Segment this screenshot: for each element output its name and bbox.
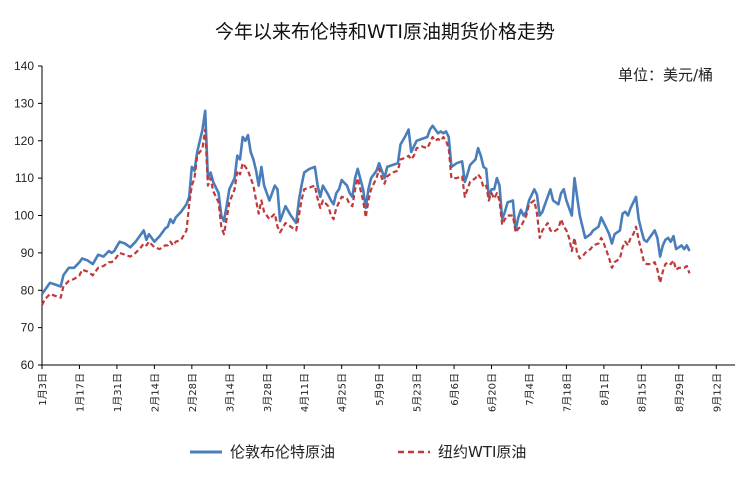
axes	[41, 66, 735, 366]
x-tick-label: 5月23日	[412, 373, 424, 412]
y-tick-label: 100	[14, 209, 34, 223]
legend: 伦敦布伦特原油 纽约WTI原油	[190, 443, 526, 461]
series-line-wti	[41, 128, 691, 306]
unit-label: 单位：美元/桶	[618, 66, 713, 84]
y-tick-label: 60	[21, 358, 35, 372]
x-tick-label: 6月6日	[449, 373, 461, 406]
series-lines	[40, 109, 691, 306]
y-tick-label: 130	[14, 96, 34, 110]
x-tick-label: 8月15日	[636, 373, 648, 412]
y-tick-label: 110	[15, 171, 34, 185]
y-tick-label: 90	[21, 246, 35, 260]
chart-title: 今年以来布伦特和WTI原油期货价格走势	[215, 21, 555, 43]
x-tick-label: 4月11日	[299, 373, 311, 412]
y-tick-label: 120	[14, 134, 34, 148]
y-tick-label: 80	[21, 283, 35, 297]
x-tick-label: 4月25日	[337, 373, 349, 412]
x-tick-label: 3月28日	[262, 373, 274, 412]
y-ticks: 60 70 80 90 100 110 120 130 140	[14, 59, 42, 372]
x-tick-label: 1月17日	[74, 373, 86, 412]
x-tick-label: 1月3日	[37, 373, 49, 406]
legend-label-wti: 纽约WTI原油	[438, 443, 526, 461]
y-tick-label: 70	[21, 321, 35, 335]
x-tick-label: 8月29日	[674, 373, 686, 412]
x-tick-label: 2月28日	[187, 373, 199, 412]
series-line-brent	[40, 109, 691, 295]
x-tick-label: 6月20日	[487, 373, 499, 412]
legend-label-brent: 伦敦布伦特原油	[230, 443, 335, 461]
x-tick-label: 7月4日	[524, 373, 536, 406]
x-tick-label: 7月18日	[561, 373, 573, 412]
x-tick-label: 5月9日	[374, 373, 386, 406]
x-tick-label: 8月1日	[599, 373, 611, 406]
x-ticks: 1月3日 1月17日 1月31日 2月14日 2月28日 3月14日 3月28日 4月11日 4…	[37, 365, 723, 412]
x-tick-label: 2月14日	[149, 373, 161, 412]
x-tick-label: 3月14日	[224, 373, 236, 412]
y-tick-label: 140	[14, 59, 34, 73]
x-tick-label: 1月31日	[112, 373, 124, 412]
x-tick-label: 9月12日	[711, 373, 723, 412]
